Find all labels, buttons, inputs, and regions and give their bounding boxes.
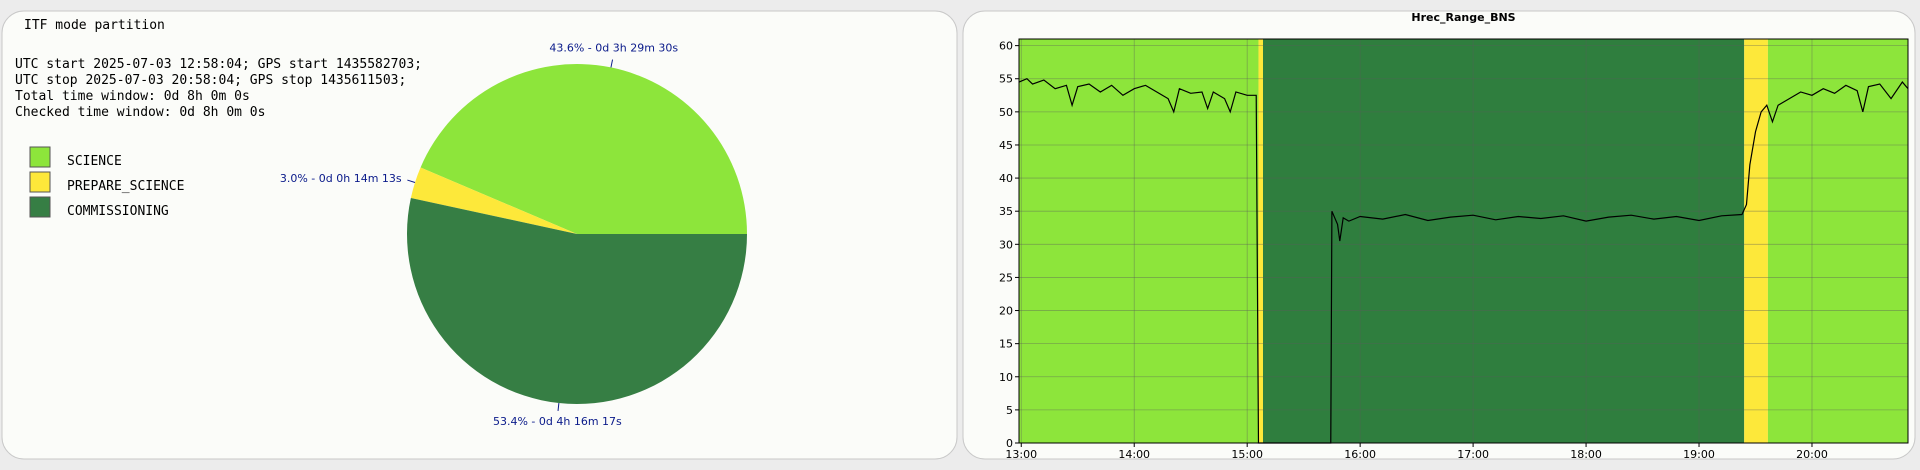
pie-slice [420, 63, 747, 235]
x-tick-label: 16:00 [1344, 448, 1376, 461]
plot-frame [1018, 38, 1909, 444]
pie-slice [410, 167, 577, 234]
mode-band [1767, 39, 1908, 443]
legend-label: COMMISSIONING [67, 204, 169, 219]
info-line: Checked time window: 0d 8h 0m 0s [15, 105, 265, 120]
x-tick-label: 20:00 [1796, 448, 1828, 461]
chart-title: Hrec_Range_BNS [1411, 11, 1515, 24]
x-tick-label: 15:00 [1231, 448, 1263, 461]
label-leader [610, 59, 614, 68]
label-leader [557, 402, 560, 412]
mode-band [1258, 39, 1263, 443]
legend-swatch [29, 196, 51, 218]
x-tick-label: 14:00 [1118, 448, 1150, 461]
x-tick-label: 18:00 [1570, 448, 1602, 461]
y-tick-label: 50 [999, 106, 1013, 119]
legend-swatch [29, 146, 51, 168]
pie-panel: ITF mode partition UTC start 2025-07-03 1… [15, 18, 747, 428]
slice-label: 53.4% - 0d 4h 16m 17s [493, 415, 622, 428]
y-tick-label: 60 [999, 40, 1013, 53]
slice-label: 3.0% - 0d 0h 14m 13s [280, 172, 402, 185]
mode-band [1744, 39, 1768, 443]
x-tick-label: 19:00 [1683, 448, 1715, 461]
y-tick-label: 20 [999, 305, 1013, 318]
legend-label: PREPARE_SCIENCE [67, 179, 184, 194]
y-tick-label: 30 [999, 238, 1013, 251]
chart-title: ITF mode partition [24, 18, 165, 33]
y-tick-label: 5 [1006, 404, 1013, 417]
info-line: Total time window: 0d 8h 0m 0s [15, 89, 250, 104]
y-tick-label: 0 [1006, 437, 1013, 450]
x-tick-label: 17:00 [1457, 448, 1489, 461]
y-tick-label: 55 [999, 73, 1013, 86]
y-tick-label: 45 [999, 139, 1013, 152]
y-tick-label: 25 [999, 271, 1013, 284]
legend-swatch [29, 171, 51, 193]
info-line: UTC stop 2025-07-03 20:58:04; GPS stop 1… [15, 73, 406, 88]
mode-band [1262, 39, 1745, 443]
data-line [1018, 78, 1909, 444]
info-line: UTC start 2025-07-03 12:58:04; GPS start… [15, 57, 422, 72]
slice-label: 43.6% - 0d 3h 29m 30s [549, 42, 678, 55]
y-tick-label: 35 [999, 205, 1013, 218]
timeseries-panel: Hrec_Range_BNS 0 5 10 15 20 25 30 35 40 45 50 55 60 13… [999, 11, 1909, 461]
pie-slice [407, 197, 747, 404]
y-tick-label: 10 [999, 371, 1013, 384]
legend-label: SCIENCE [67, 154, 122, 169]
x-tick-label: 13:00 [1005, 448, 1037, 461]
label-leader [407, 179, 416, 183]
y-tick-label: 40 [999, 172, 1013, 185]
y-tick-label: 15 [999, 338, 1013, 351]
mode-band [1019, 39, 1259, 443]
